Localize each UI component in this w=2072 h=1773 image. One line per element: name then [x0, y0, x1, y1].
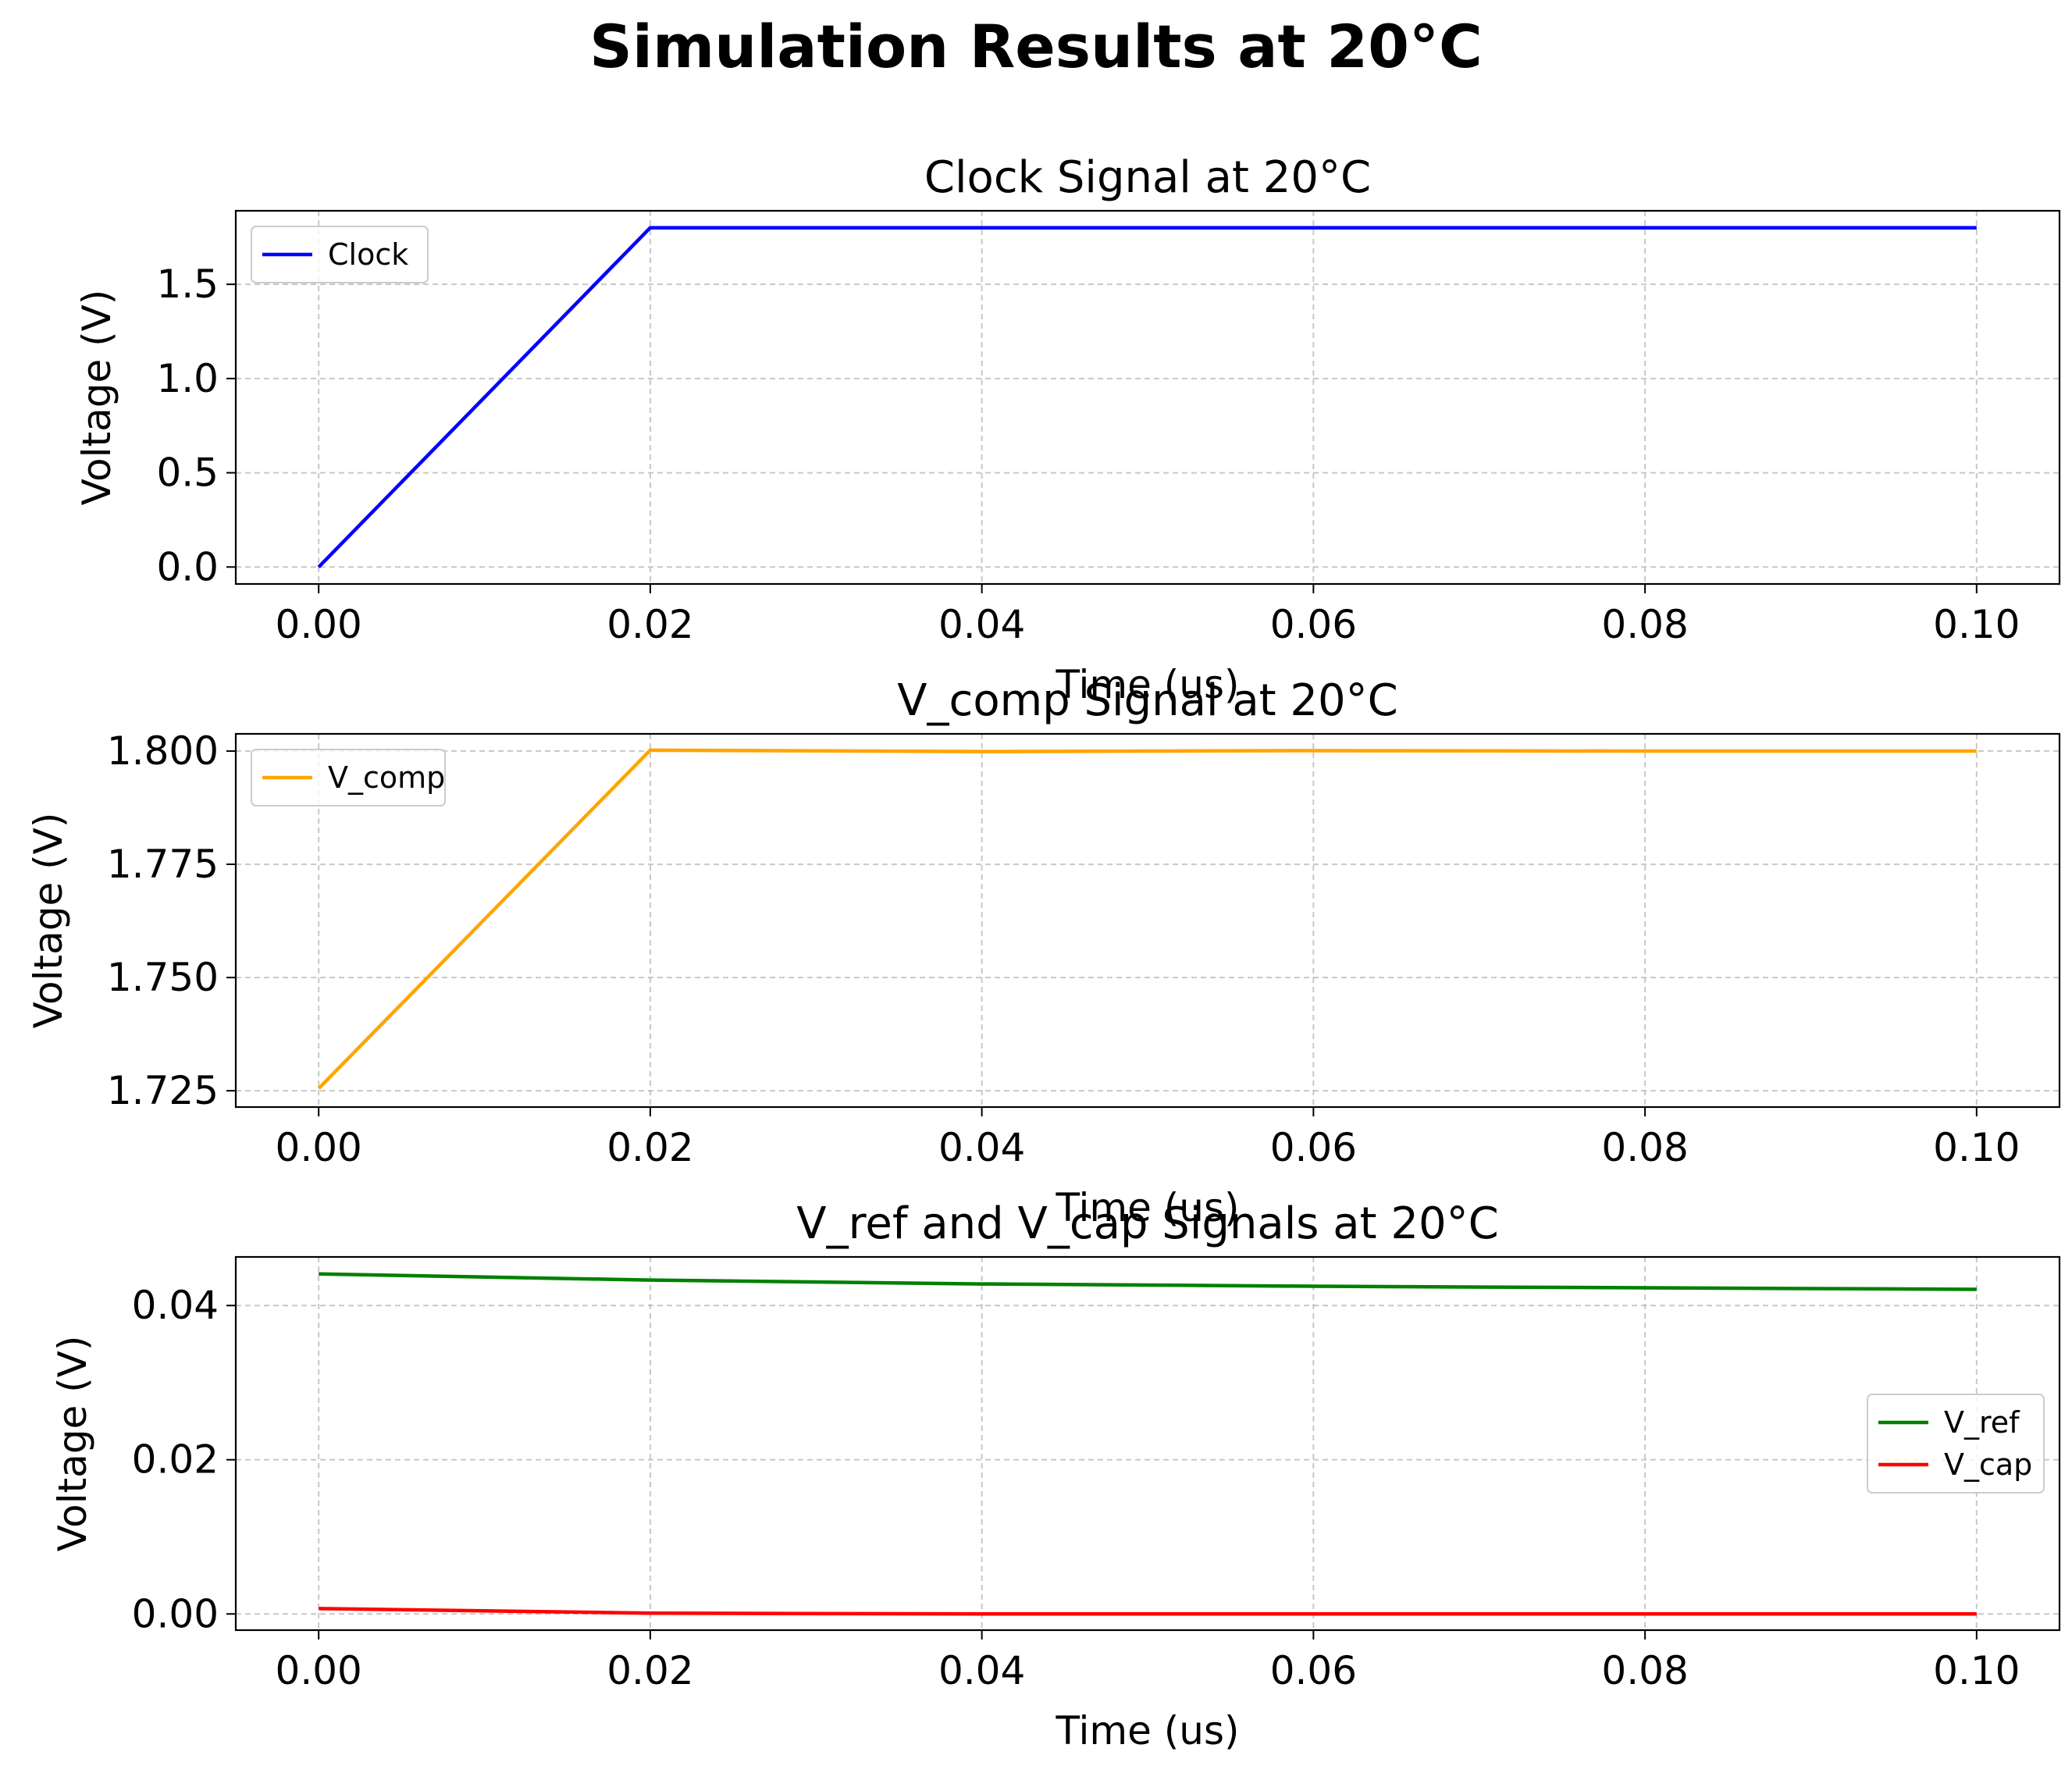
- x-axis-label: Time (us): [1055, 1185, 1239, 1230]
- legend-label: V_cap: [1944, 1447, 2032, 1482]
- legend: Clock: [251, 226, 429, 283]
- x-tick-label: 0.04: [938, 602, 1025, 647]
- x-axis-label: Time (us): [1055, 662, 1239, 707]
- legend-box: [251, 226, 429, 283]
- y-tick-label: 0.04: [132, 1283, 219, 1328]
- subplot-2: V_comp Signal at 20°C 0.00 0.02 0.04 0.06 0.0…: [26, 675, 2061, 1230]
- x-tick-label: 0.10: [1933, 1648, 2020, 1693]
- y-tick-label: 0.0: [156, 544, 219, 589]
- series-line-clock: [317, 226, 1977, 568]
- y-axis-label: Voltage (V): [74, 290, 119, 506]
- legend-label: V_ref: [1944, 1405, 2020, 1440]
- subplots: Clock Signal at 20°C 0.00 0.02 0.04 0.06 0.08…: [26, 152, 2061, 1753]
- x-tick-label: 0.00: [276, 602, 362, 647]
- y-tick-label: 1.0: [156, 356, 219, 401]
- x-tick-label: 0.04: [938, 1648, 1025, 1693]
- y-tick-label: 1.775: [107, 842, 219, 887]
- legend-label: Clock: [328, 237, 408, 272]
- legend-box: [251, 749, 446, 806]
- figure-title: Simulation Results at 20°C: [589, 12, 1483, 81]
- x-tick-label: 0.08: [1601, 602, 1688, 647]
- x-tick-label: 0.02: [607, 1648, 693, 1693]
- x-tick-label: 0.04: [938, 1125, 1025, 1170]
- x-tick-label: 0.02: [607, 1125, 693, 1170]
- y-tick-label: 1.5: [156, 262, 219, 307]
- legend: V_comp: [251, 749, 446, 806]
- x-tick-label: 0.06: [1270, 602, 1357, 647]
- legend-box: [1867, 1394, 2045, 1494]
- x-tick-label: 0.02: [607, 602, 693, 647]
- series-line-v-cap: [319, 1607, 1977, 1616]
- axes-frame: [234, 209, 2061, 586]
- panel-title: V_comp Signal at 20°C: [897, 675, 1398, 726]
- series-line-v-comp: [317, 748, 1977, 1090]
- y-axis-label: Voltage (V): [26, 813, 71, 1029]
- x-axis-label: Time (us): [1055, 1708, 1239, 1753]
- x-tick-label: 0.06: [1270, 1125, 1357, 1170]
- panel-title: Clock Signal at 20°C: [924, 152, 1371, 203]
- x-tick-label: 0.10: [1933, 602, 2020, 647]
- y-tick-label: 1.725: [107, 1068, 219, 1113]
- subplot-1: Clock Signal at 20°C 0.00 0.02 0.04 0.06 0.08…: [74, 152, 2061, 707]
- series-line-v-ref: [319, 1272, 1977, 1291]
- x-tick-label: 0.10: [1933, 1125, 2020, 1170]
- y-tick-label: 0.5: [156, 450, 219, 496]
- y-tick-label: 0.02: [132, 1437, 219, 1483]
- legend-label: V_comp: [328, 760, 445, 795]
- y-tick-label: 1.800: [107, 728, 219, 774]
- y-tick-label: 0.00: [132, 1591, 219, 1636]
- x-tick-label: 0.08: [1601, 1648, 1688, 1693]
- axes-frame: [234, 732, 2061, 1109]
- x-tick-label: 0.08: [1601, 1125, 1688, 1170]
- x-tick-label: 0.00: [276, 1125, 362, 1170]
- y-axis-label: Voltage (V): [50, 1336, 95, 1552]
- x-tick-label: 0.06: [1270, 1648, 1357, 1693]
- y-tick-label: 1.750: [107, 955, 219, 1000]
- x-tick-label: 0.00: [276, 1648, 362, 1693]
- axes-frame: [234, 1255, 2061, 1632]
- panel-title: V_ref and V_cap Signals at 20°C: [796, 1198, 1498, 1249]
- subplot-3: V_ref and V_cap Signals at 20°C 0.00 0.02 0…: [50, 1198, 2061, 1753]
- legend: V_ref V_cap: [1867, 1394, 2045, 1494]
